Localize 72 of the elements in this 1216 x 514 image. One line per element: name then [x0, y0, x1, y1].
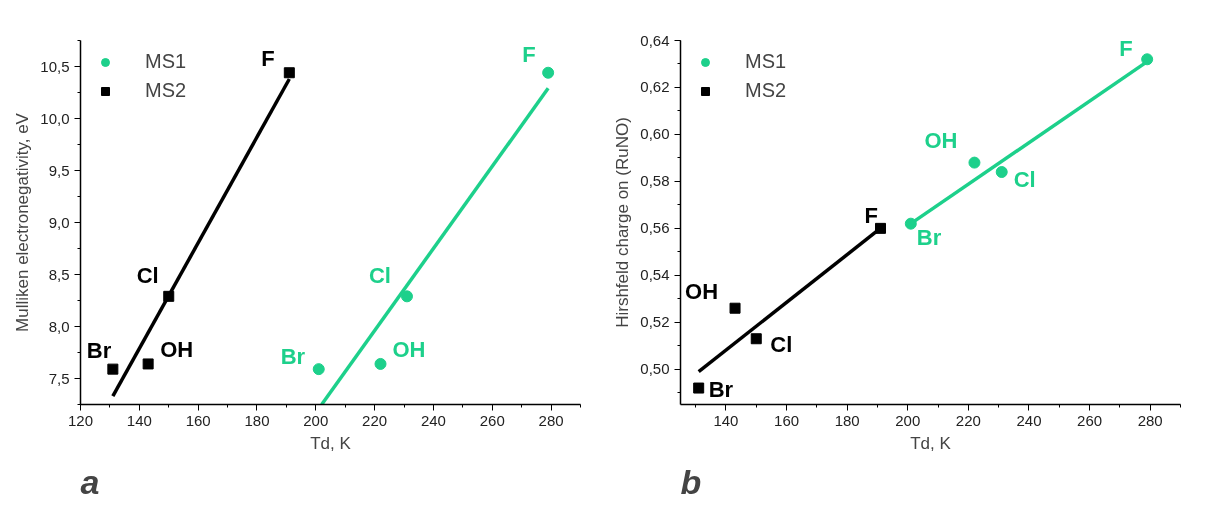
legend-label: MS2 — [145, 79, 187, 102]
x-axis-title: Td, K — [310, 433, 352, 453]
x-axis-title: Td, K — [910, 433, 952, 453]
legend-label: MS1 — [745, 50, 787, 73]
point — [400, 290, 413, 303]
x-tick-label: 220 — [362, 411, 388, 429]
annotation: Cl — [1013, 167, 1036, 193]
point — [542, 66, 555, 79]
text: a — [80, 462, 100, 501]
point — [1141, 53, 1154, 66]
annotation: Cl — [136, 263, 159, 289]
point — [374, 357, 387, 370]
y-tick-label: 7,5 — [48, 369, 70, 387]
y-tick-label: 0,60 — [640, 125, 670, 143]
y-tick-label: 0,56 — [640, 219, 670, 237]
y-tick-label: 9,5 — [48, 161, 70, 179]
annotation: OH — [924, 127, 958, 153]
x-tick-label: 180 — [244, 411, 270, 429]
annotation: Cl — [368, 263, 391, 289]
x-tick-label: 260 — [1077, 411, 1103, 429]
x-tick-label: 260 — [479, 411, 505, 429]
y-tick-label: 8,0 — [48, 317, 70, 335]
annotation: F — [864, 203, 878, 229]
x-tick-label: 240 — [1016, 411, 1042, 429]
x-tick-label: 200 — [303, 411, 329, 429]
text: b — [680, 462, 702, 501]
x-tick-label: 200 — [895, 411, 921, 429]
y-tick-label: 0,62 — [640, 78, 670, 96]
y-tick-label: 0,54 — [640, 266, 670, 284]
y-tick-label: 0,52 — [640, 313, 670, 331]
y-tick-label: 0,50 — [640, 360, 670, 378]
y-tick-label: 0,58 — [640, 172, 670, 190]
legend-label: MS2 — [745, 79, 787, 102]
x-tick-label: 180 — [834, 411, 860, 429]
x-tick-label: 220 — [955, 411, 981, 429]
annotation: Cl — [770, 331, 793, 357]
point — [968, 156, 981, 169]
x-tick-label: 140 — [713, 411, 739, 429]
annotation: Br — [916, 224, 942, 250]
annotation: OH — [392, 336, 426, 362]
y-axis-title: Hirshfeld charge on (RuNO) — [613, 117, 633, 328]
annotation: Br — [708, 377, 734, 403]
point — [107, 363, 119, 375]
y-tick-label: 10,5 — [40, 57, 70, 75]
y-axis-title: Mulliken electronegativity, eV — [13, 112, 33, 332]
x-tick-label: 160 — [774, 411, 800, 429]
point — [995, 166, 1008, 178]
y-tick-label: 0,64 — [640, 31, 670, 49]
point — [142, 358, 154, 370]
point — [729, 302, 741, 314]
x-tick-label: 240 — [420, 411, 446, 429]
annotation: F — [1119, 36, 1133, 62]
annotation: OH — [160, 336, 194, 362]
annotation: OH — [685, 279, 719, 305]
y-tick-label: 8,5 — [48, 265, 70, 283]
y-tick-label: 10,0 — [40, 109, 70, 127]
y-tick-label: 9,0 — [48, 213, 70, 231]
annotation: Br — [280, 344, 306, 370]
annotation: F — [261, 45, 275, 71]
annotation: Br — [86, 338, 112, 364]
point — [693, 382, 705, 394]
point — [875, 222, 886, 234]
x-tick-label: 140 — [126, 411, 152, 429]
x-tick-label: 280 — [538, 411, 564, 429]
point — [750, 333, 762, 345]
point — [283, 67, 295, 79]
x-tick-label: 120 — [67, 411, 94, 429]
x-tick-label: 280 — [1137, 411, 1163, 429]
x-tick-label: 160 — [185, 411, 211, 429]
annotation: F — [522, 41, 536, 67]
legend-label: MS1 — [145, 50, 187, 73]
point — [312, 363, 325, 376]
